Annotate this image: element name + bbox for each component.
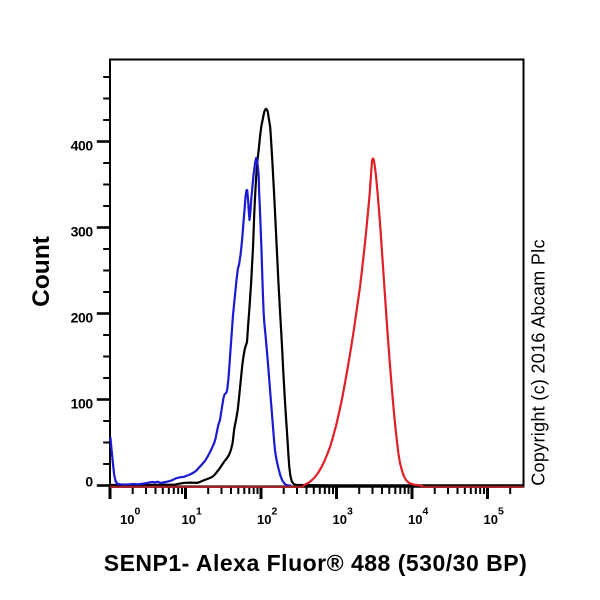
svg-text:300: 300 xyxy=(71,224,94,240)
svg-text:100: 100 xyxy=(71,396,94,412)
svg-text:400: 400 xyxy=(71,138,94,154)
svg-text:200: 200 xyxy=(71,310,94,326)
svg-text:SENP1- Alexa Fluor® 488 (530/3: SENP1- Alexa Fluor® 488 (530/30 BP) xyxy=(104,550,527,576)
svg-text:0: 0 xyxy=(85,473,93,489)
svg-text:Count: Count xyxy=(28,236,55,307)
svg-text:Copyright (c) 2016 Abcam Plc: Copyright (c) 2016 Abcam Plc xyxy=(529,239,549,486)
